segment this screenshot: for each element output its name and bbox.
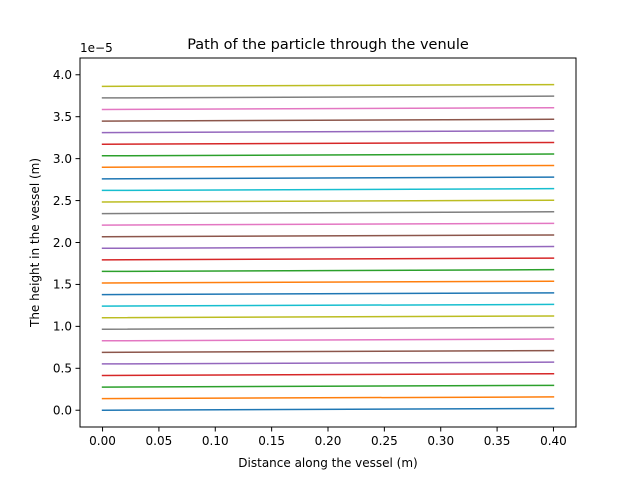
y-tick-label: 1.5	[53, 278, 72, 292]
y-axis: 0.0 0.5 1.0 1.5 2.0 2.5 3.0 3.5 4.0	[53, 68, 80, 418]
x-tick-label: 0.40	[540, 434, 567, 448]
y-tick-label: 3.0	[53, 152, 72, 166]
y-offset-label: 1e−5	[80, 41, 113, 55]
series-line-15	[101, 245, 555, 250]
series-line-5	[101, 361, 555, 365]
x-tick-label: 0.20	[315, 434, 342, 448]
chart-title: Path of the particle through the venule	[187, 37, 469, 53]
series-line-11	[101, 292, 555, 296]
series-line-3	[101, 384, 555, 388]
y-axis-label: The height in the vessel (m)	[28, 158, 42, 328]
series-line-28	[101, 95, 555, 99]
series-line-26	[101, 118, 555, 122]
series-line-12	[101, 280, 555, 284]
y-tick-label: 2.5	[53, 194, 72, 208]
x-axis: 0.00 0.05 0.10 0.15 0.20 0.25 0.30 0.35 0.40	[89, 427, 567, 448]
y-tick-label: 2.0	[53, 236, 72, 250]
series-line-13	[101, 268, 555, 273]
x-tick-label: 0.05	[146, 434, 173, 448]
x-tick-label: 0.10	[202, 434, 229, 448]
y-tick-label: 4.0	[53, 68, 72, 82]
x-axis-label: Distance along the vessel (m)	[238, 456, 417, 470]
series-line-27	[101, 106, 555, 111]
x-tick-label: 0.00	[89, 434, 116, 448]
series-line-16	[101, 234, 555, 238]
series-line-2	[101, 396, 555, 400]
y-tick-label: 0.5	[53, 362, 72, 376]
series-line-21	[101, 176, 555, 180]
series-line-10	[101, 303, 555, 307]
series-line-22	[101, 164, 555, 169]
x-tick-label: 0.15	[258, 434, 285, 448]
series-line-4	[101, 372, 555, 377]
series-line-8	[101, 326, 555, 330]
series-line-19	[101, 199, 555, 203]
y-tick-label: 3.5	[53, 110, 72, 124]
y-tick-label: 0.0	[53, 404, 72, 418]
series-line-17	[101, 222, 555, 226]
series-line-6	[101, 349, 555, 354]
x-tick-label: 0.25	[371, 434, 398, 448]
series-line-29	[101, 83, 555, 88]
series-line-24	[101, 141, 555, 145]
series-line-23	[101, 153, 555, 157]
x-tick-label: 0.30	[427, 434, 454, 448]
series-layer	[101, 83, 555, 411]
series-line-9	[101, 315, 555, 319]
y-tick-label: 1.0	[53, 320, 72, 334]
series-line-7	[101, 338, 555, 342]
series-line-20	[101, 187, 555, 192]
series-line-25	[101, 130, 555, 134]
series-line-1	[101, 407, 555, 411]
series-line-14	[101, 257, 555, 261]
series-line-18	[101, 211, 555, 215]
x-tick-label: 0.35	[484, 434, 511, 448]
